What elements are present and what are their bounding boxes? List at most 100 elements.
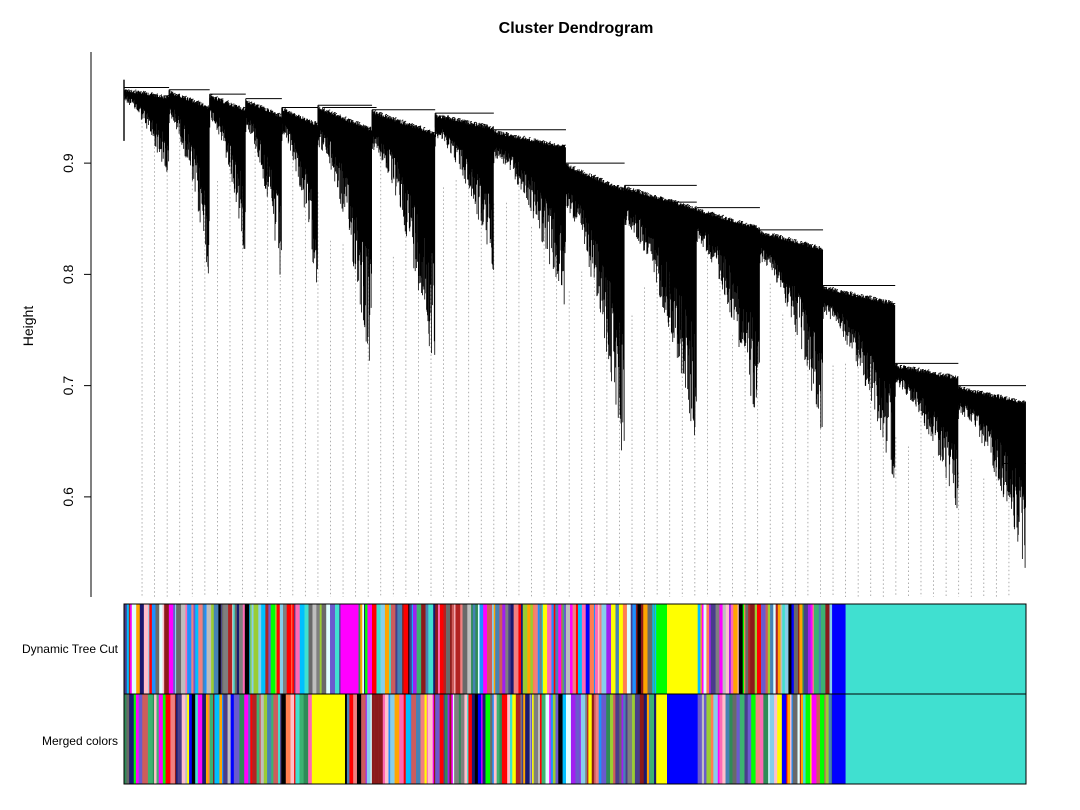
y-axis-label: Height bbox=[20, 306, 36, 347]
branch-leaves-5 bbox=[317, 106, 373, 361]
dynamic-stripe-59 bbox=[294, 604, 296, 694]
dynamic-stripe-132 bbox=[534, 604, 539, 694]
dynamic-stripe-136 bbox=[542, 604, 548, 694]
merged-stripe-107 bbox=[474, 694, 479, 784]
dynamic-stripe-153 bbox=[593, 604, 596, 694]
dynamic-segment-5 bbox=[340, 604, 359, 694]
merged-stripe-120 bbox=[509, 694, 513, 784]
merged-stripe-180 bbox=[722, 694, 726, 784]
merged-stripe-214 bbox=[828, 694, 833, 784]
merged-stripe-157 bbox=[613, 694, 616, 784]
merged-stripe-192 bbox=[763, 694, 769, 784]
dynamic-stripe-187 bbox=[729, 604, 732, 694]
dynamic-stripe-68 bbox=[326, 604, 331, 694]
merged-stripe-161 bbox=[623, 694, 626, 784]
dynamic-stripe-105 bbox=[455, 604, 461, 694]
dynamic-stripe-37 bbox=[233, 604, 235, 694]
merged-stripe-55 bbox=[285, 694, 291, 784]
merged-stripe-25 bbox=[195, 694, 199, 784]
merged-stripe-15 bbox=[170, 694, 176, 784]
dynamic-stripe-39 bbox=[236, 604, 240, 694]
merged-stripe-85 bbox=[416, 694, 421, 784]
merged-stripe-35 bbox=[223, 694, 228, 784]
dynamic-stripe-63 bbox=[308, 604, 313, 694]
y-tick-label-3: 0.9 bbox=[60, 153, 76, 173]
dynamic-stripe-108 bbox=[467, 604, 472, 694]
merged-stripe-189 bbox=[752, 694, 756, 784]
merged-stripe-210 bbox=[816, 694, 821, 784]
dynamic-stripe-207 bbox=[782, 604, 786, 694]
dynamic-stripe-166 bbox=[632, 604, 637, 694]
merged-stripe-141 bbox=[562, 694, 567, 784]
merged-stripe-199 bbox=[787, 694, 791, 784]
merged-segment-14 bbox=[832, 694, 846, 784]
dynamic-stripe-172 bbox=[652, 604, 655, 694]
merged-stripe-155 bbox=[606, 694, 611, 784]
dynamic-stripe-119 bbox=[499, 604, 501, 694]
dynamic-stripe-167 bbox=[635, 604, 638, 694]
dynamic-stripe-41 bbox=[242, 604, 246, 694]
merged-stripe-152 bbox=[595, 694, 600, 784]
dynamic-stripe-46 bbox=[253, 604, 259, 694]
dynamic-stripe-140 bbox=[555, 604, 559, 694]
merged-stripe-167 bbox=[643, 694, 648, 784]
merged-stripe-182 bbox=[729, 694, 733, 784]
dynamic-stripe-152 bbox=[589, 604, 595, 694]
merged-stripe-94 bbox=[443, 694, 446, 784]
dynamic-stripe-53 bbox=[276, 604, 281, 694]
dynamic-stripe-215 bbox=[803, 604, 809, 694]
merged-stripe-127 bbox=[525, 694, 530, 784]
merged-stripe-44 bbox=[252, 694, 257, 784]
merged-stripe-5 bbox=[138, 694, 143, 784]
merged-stripe-19 bbox=[178, 694, 183, 784]
dynamic-stripe-209 bbox=[788, 604, 792, 694]
branch-leaves-13 bbox=[822, 286, 896, 478]
branch-leaves-10 bbox=[624, 185, 697, 436]
merged-stripe-202 bbox=[792, 694, 798, 784]
merged-stripe-31 bbox=[213, 694, 215, 784]
dynamic-stripe-122 bbox=[505, 604, 509, 694]
merged-stripe-111 bbox=[485, 694, 491, 784]
merged-stripe-162 bbox=[625, 694, 628, 784]
merged-stripe-150 bbox=[591, 694, 595, 784]
merged-stripe-80 bbox=[399, 694, 404, 784]
dynamic-stripe-157 bbox=[601, 604, 607, 694]
dynamic-stripe-141 bbox=[558, 604, 562, 694]
merged-stripe-46 bbox=[259, 694, 262, 784]
merged-stripe-92 bbox=[435, 694, 440, 784]
merged-stripe-197 bbox=[781, 694, 787, 784]
merged-stripe-50 bbox=[271, 694, 274, 784]
merged-stripe-119 bbox=[507, 694, 511, 784]
dynamic-stripe-126 bbox=[518, 604, 522, 694]
merged-stripe-17 bbox=[176, 694, 178, 784]
dynamic-stripe-217 bbox=[810, 604, 813, 694]
merged-stripe-60 bbox=[303, 694, 309, 784]
dynamic-stripe-138 bbox=[551, 604, 555, 694]
dynamic-stripe-113 bbox=[479, 604, 484, 694]
merged-stripe-58 bbox=[295, 694, 300, 784]
dynamic-stripe-19 bbox=[181, 604, 186, 694]
dynamic-stripe-90 bbox=[411, 604, 414, 694]
merged-stripe-204 bbox=[799, 694, 802, 784]
merged-stripe-53 bbox=[280, 694, 282, 784]
merged-stripe-149 bbox=[588, 694, 593, 784]
dynamic-stripe-83 bbox=[390, 604, 396, 694]
merged-stripe-186 bbox=[744, 694, 749, 784]
dynamic-stripe-6 bbox=[139, 604, 145, 694]
dynamic-stripe-171 bbox=[647, 604, 653, 694]
dynamic-stripe-220 bbox=[818, 604, 822, 694]
merged-stripe-116 bbox=[499, 694, 503, 784]
dynamic-stripe-61 bbox=[299, 604, 305, 694]
dynamic-stripe-128 bbox=[522, 604, 528, 694]
merged-stripe-10 bbox=[154, 694, 157, 784]
dynamic-stripe-92 bbox=[416, 604, 422, 694]
dynamic-stripe-155 bbox=[597, 604, 600, 694]
merged-stripe-36 bbox=[227, 694, 231, 784]
merged-stripe-146 bbox=[580, 694, 586, 784]
dynamic-stripe-107 bbox=[462, 604, 468, 694]
dynamic-stripe-45 bbox=[251, 604, 254, 694]
dynamic-stripe-71 bbox=[339, 604, 341, 694]
dynamic-stripe-57 bbox=[291, 604, 293, 694]
branch-leaves-11 bbox=[696, 208, 760, 408]
